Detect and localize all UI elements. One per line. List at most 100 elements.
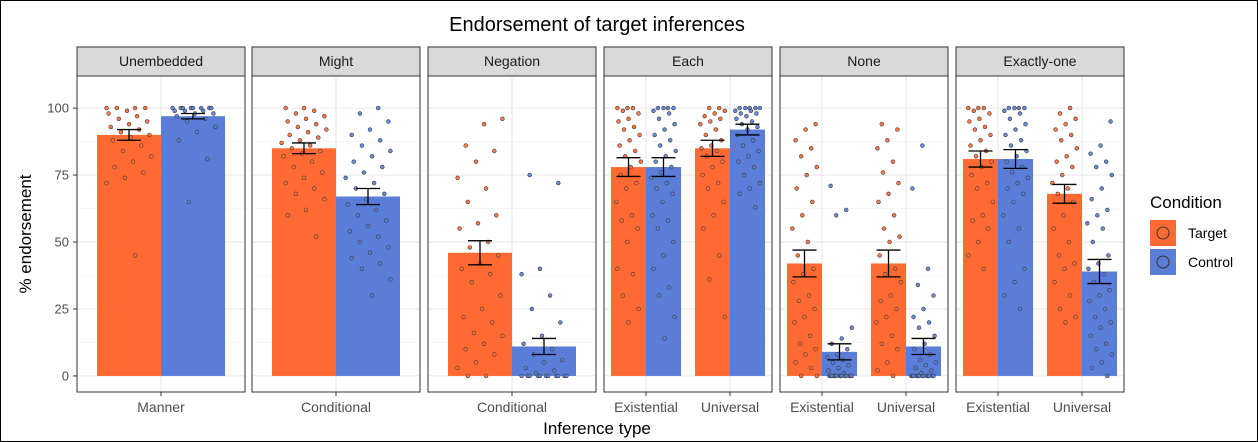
data-point: [1088, 151, 1093, 156]
data-point: [139, 143, 144, 148]
y-tick-label: 25: [55, 301, 69, 316]
data-point: [626, 116, 631, 122]
data-point: [211, 111, 216, 116]
data-point: [556, 180, 561, 186]
data-point: [1092, 314, 1098, 320]
data-point: [636, 111, 641, 116]
data-point: [715, 180, 721, 186]
data-point: [620, 108, 626, 114]
data-point: [1021, 191, 1026, 197]
data-point: [104, 105, 109, 111]
data-point: [1105, 373, 1110, 379]
data-point: [498, 293, 503, 298]
data-point: [734, 116, 739, 122]
data-point: [879, 121, 884, 127]
data-point: [990, 199, 995, 205]
data-point: [314, 121, 319, 127]
data-point: [666, 285, 672, 290]
data-point: [349, 255, 354, 261]
data-point: [382, 191, 387, 197]
data-point: [541, 360, 547, 365]
data-point: [1106, 253, 1111, 258]
data-point: [970, 218, 975, 223]
data-point: [931, 293, 936, 298]
data-point: [804, 172, 809, 178]
data-point: [879, 341, 884, 346]
data-point: [376, 234, 381, 239]
data-point: [1108, 320, 1113, 325]
data-point: [301, 175, 307, 181]
data-point: [1098, 325, 1103, 330]
data-point: [386, 119, 391, 124]
data-point: [878, 298, 883, 304]
data-point: [912, 347, 917, 352]
data-point: [661, 253, 666, 258]
data-point: [664, 180, 669, 186]
data-point: [978, 138, 983, 143]
data-point: [756, 148, 761, 154]
data-point: [808, 365, 814, 371]
facet-strip: [955, 46, 1125, 77]
data-point: [812, 306, 817, 312]
data-point: [556, 373, 561, 379]
data-point: [380, 164, 385, 170]
data-point: [1001, 213, 1006, 218]
data-point: [371, 180, 377, 186]
data-point: [875, 146, 880, 151]
data-point: [890, 159, 896, 164]
data-point: [710, 164, 715, 170]
data-point: [483, 186, 489, 191]
data-point: [891, 213, 897, 218]
data-point: [1099, 186, 1104, 191]
data-point: [347, 229, 352, 234]
data-point: [795, 253, 800, 258]
data-point: [349, 132, 354, 138]
data-point: [463, 347, 468, 352]
data-point: [537, 373, 543, 379]
panel-border: [427, 75, 597, 393]
bar-target: [695, 148, 730, 376]
data-point: [281, 154, 286, 159]
data-point: [1068, 132, 1074, 138]
data-point: [703, 132, 708, 138]
data-point: [803, 127, 808, 132]
data-point: [120, 148, 126, 154]
facet-panel: Unembedded Manner: [76, 46, 246, 415]
y-tick-label: 75: [55, 168, 69, 183]
data-point: [915, 282, 921, 288]
bar-target: [448, 252, 512, 376]
data-point: [887, 239, 892, 245]
data-point: [1088, 333, 1093, 338]
legend-key-target-dot: [1156, 226, 1170, 240]
data-point: [615, 105, 620, 111]
data-point: [814, 373, 819, 379]
data-point: [547, 293, 553, 298]
data-point: [539, 333, 545, 338]
data-point: [1004, 159, 1009, 164]
data-point: [1055, 191, 1061, 197]
data-point: [473, 360, 479, 365]
x-tick-label: Existential: [614, 399, 678, 415]
facet-panel: None Existential Universal: [779, 46, 949, 415]
data-point: [981, 266, 986, 271]
data-point: [1102, 306, 1108, 312]
data-point: [839, 373, 844, 379]
data-point: [667, 138, 673, 143]
data-point: [1051, 226, 1056, 231]
data-point: [182, 108, 188, 114]
data-point: [149, 154, 154, 159]
data-point: [1017, 111, 1023, 116]
data-point: [303, 116, 309, 122]
data-point: [283, 180, 288, 186]
data-point: [386, 245, 391, 250]
data-point: [920, 143, 925, 148]
data-point: [1061, 213, 1066, 218]
bar-target: [611, 167, 646, 376]
data-point: [112, 164, 117, 170]
data-point: [1009, 170, 1015, 175]
data-point: [889, 333, 894, 338]
data-point: [357, 111, 363, 116]
data-point: [666, 111, 672, 116]
data-point: [615, 266, 620, 271]
data-point: [378, 138, 383, 143]
